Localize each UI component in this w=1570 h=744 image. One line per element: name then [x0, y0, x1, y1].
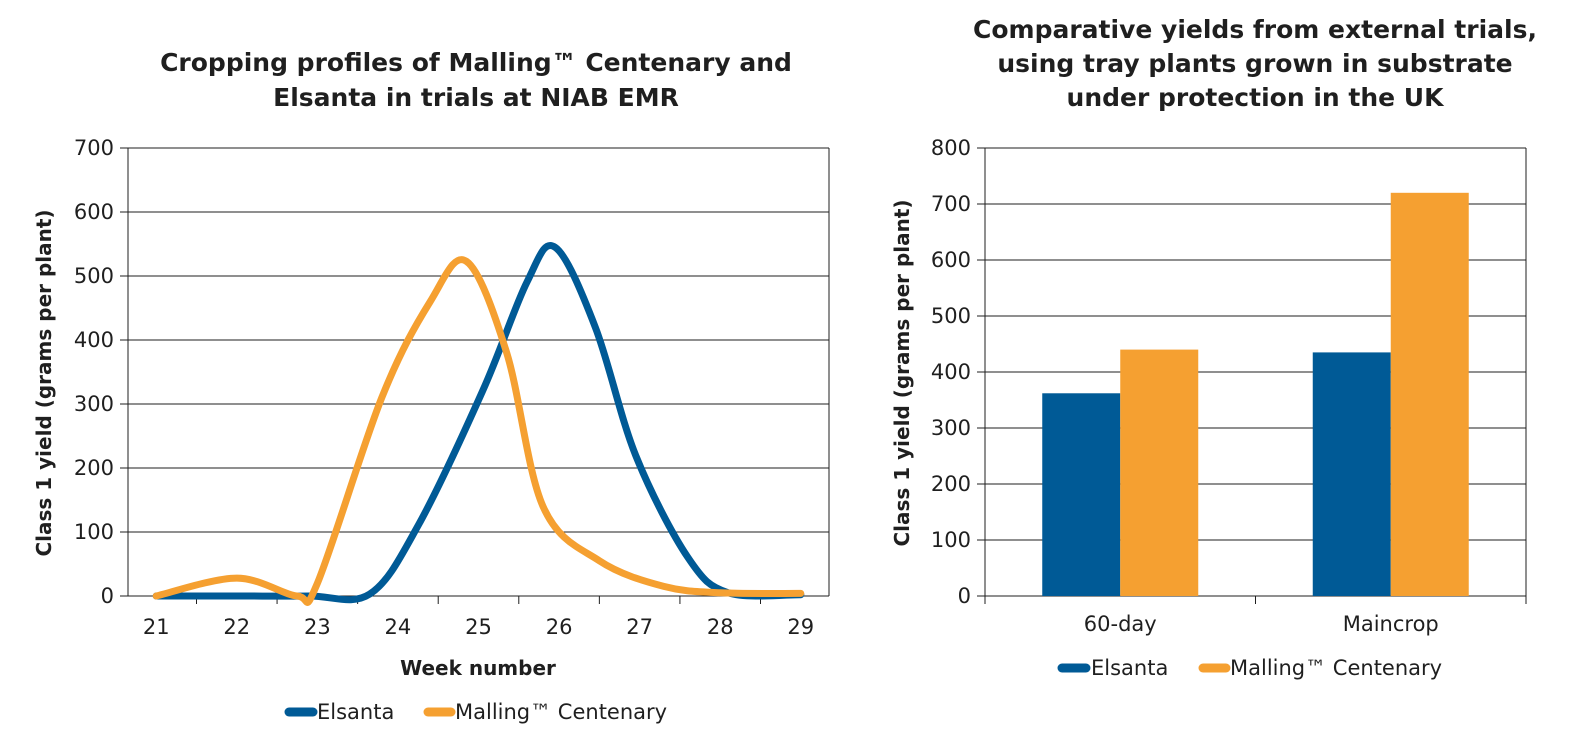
line-x-tick-label-23: 23 [304, 615, 331, 639]
bar-chart-title-line-3: under protection in the UK [1067, 83, 1446, 112]
bar-y-tick-label-500: 500 [931, 304, 971, 328]
line-series-elsanta [152, 242, 805, 604]
bar-chart-y-axis-title: Class 1 yield (grams per plant) [890, 199, 914, 546]
bar-maincrop-malling-centenary [1390, 192, 1469, 597]
line-y-tick-label-0: 0 [101, 584, 114, 608]
bar-x-tick-label-60-day: 60-day [1084, 612, 1157, 636]
bar-y-tick-label-100: 100 [931, 528, 971, 552]
line-chart-series [152, 242, 805, 606]
line-x-tick-label-21: 21 [143, 615, 170, 639]
line-chart-y-tick-labels: 0 100 200 300 400 500 600 700 [74, 136, 114, 608]
bar-legend-label-malling: Malling™ Centenary [1230, 656, 1442, 680]
bar-chart-legend: Elsanta Malling™ Centenary [1057, 656, 1442, 680]
bar-chart-x-tick-labels: 60-day Maincrop [1084, 612, 1439, 636]
line-x-tick-label-26: 26 [546, 615, 573, 639]
line-x-tick-label-27: 27 [626, 615, 653, 639]
line-chart-gridlines [120, 147, 830, 604]
line-chart-x-axis-title: Week number [400, 656, 556, 680]
line-x-tick-label-29: 29 [787, 615, 814, 639]
line-chart-y-axis-title: Class 1 yield (grams per plant) [32, 209, 56, 556]
bar-60-day-elsanta [1042, 393, 1121, 596]
line-legend-label-malling: Malling™ Centenary [455, 700, 667, 724]
bar-maincrop-elsanta [1312, 352, 1391, 596]
line-y-tick-label-500: 500 [74, 264, 114, 288]
line-y-tick-label-100: 100 [74, 520, 114, 544]
line-x-tick-label-28: 28 [707, 615, 734, 639]
line-chart: Cropping profiles of Malling™ Centenary … [32, 48, 830, 724]
bar-chart: Comparative yields from external trials,… [890, 15, 1537, 680]
line-y-tick-label-600: 600 [74, 200, 114, 224]
line-x-tick-label-24: 24 [385, 615, 412, 639]
bar-y-tick-label-800: 800 [931, 136, 971, 160]
line-series-malling-centenary [152, 256, 805, 606]
line-chart-title-line-2: Elsanta in trials at NIAB EMR [273, 83, 679, 112]
bar-y-tick-label-400: 400 [931, 360, 971, 384]
bar-x-tick-label-maincrop: Maincrop [1343, 612, 1439, 636]
bar-60-day-malling-centenary [1120, 349, 1199, 596]
bar-chart-title-line-2: using tray plants grown in substrate [997, 49, 1512, 78]
bar-y-tick-label-200: 200 [931, 472, 971, 496]
line-y-tick-label-200: 200 [74, 456, 114, 480]
line-chart-x-tick-labels: 21 22 23 24 25 26 27 28 29 [143, 615, 814, 639]
line-chart-legend: Elsanta Malling™ Centenary [284, 700, 667, 724]
bar-legend-label-elsanta: Elsanta [1091, 656, 1168, 680]
bar-y-tick-label-300: 300 [931, 416, 971, 440]
bar-chart-y-tick-labels: 0 100 200 300 400 500 600 700 800 [931, 136, 971, 608]
bar-y-tick-label-0: 0 [958, 584, 971, 608]
line-y-tick-label-700: 700 [74, 136, 114, 160]
line-y-tick-label-400: 400 [74, 328, 114, 352]
bar-chart-bars [1042, 192, 1469, 597]
bar-y-tick-label-600: 600 [931, 248, 971, 272]
bar-y-tick-label-700: 700 [931, 192, 971, 216]
line-y-tick-label-300: 300 [74, 392, 114, 416]
line-x-tick-label-25: 25 [465, 615, 492, 639]
line-chart-title-line-1: Cropping profiles of Malling™ Centenary … [160, 48, 792, 77]
line-x-tick-label-22: 22 [223, 615, 250, 639]
bar-chart-title-line-1: Comparative yields from external trials, [973, 15, 1537, 44]
line-legend-label-elsanta: Elsanta [317, 700, 394, 724]
